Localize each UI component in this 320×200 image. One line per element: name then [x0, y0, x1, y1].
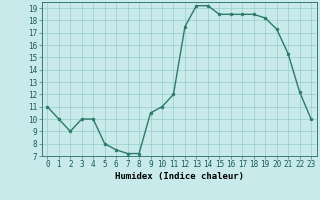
X-axis label: Humidex (Indice chaleur): Humidex (Indice chaleur)	[115, 172, 244, 181]
